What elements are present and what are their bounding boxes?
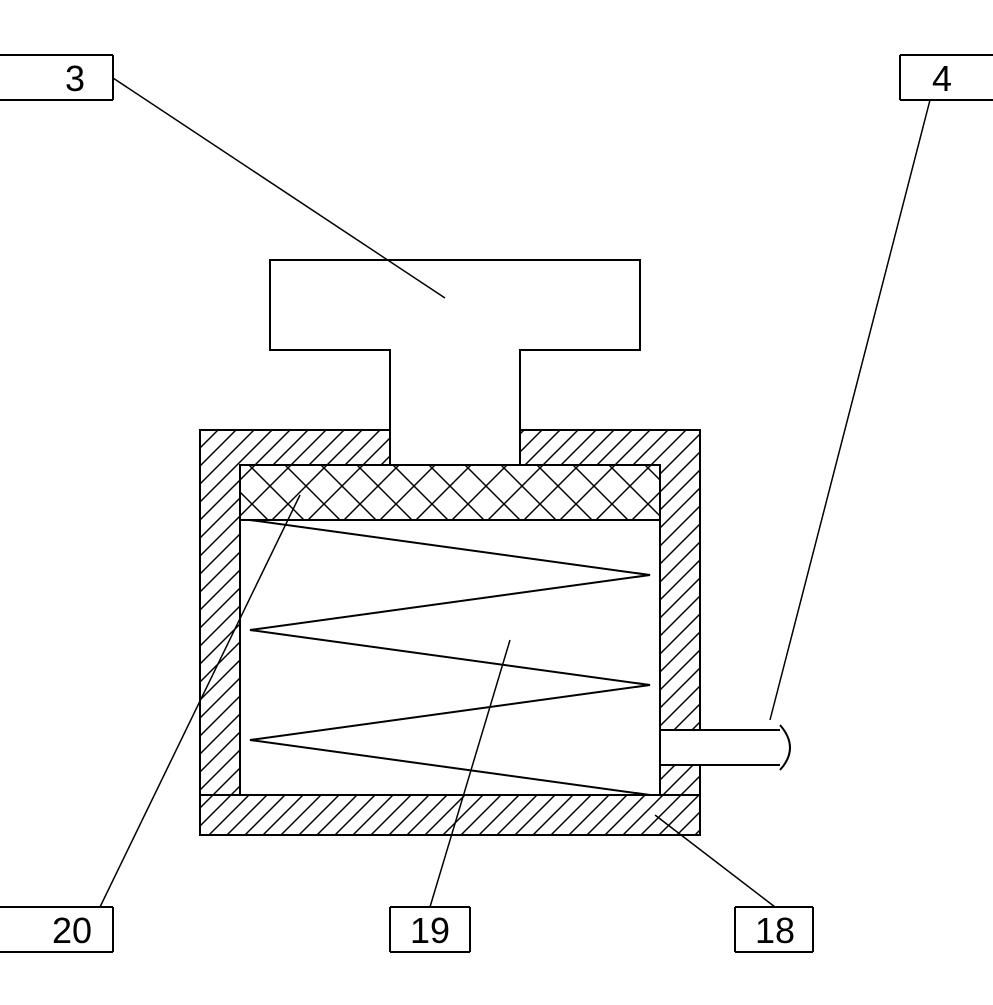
leader-line-18 [655, 815, 775, 907]
leader-line-4 [770, 100, 930, 720]
spring-part-19 [250, 520, 650, 795]
label-19: 19 [410, 910, 450, 952]
label-18: 18 [755, 910, 795, 952]
label-4: 4 [932, 58, 952, 100]
housing-wall-bottom [200, 795, 700, 835]
leader-line-3 [113, 78, 445, 298]
label-3: 3 [65, 58, 85, 100]
outlet-pipe-end [780, 725, 790, 770]
engineering-diagram-svg [0, 0, 993, 1000]
crosshatch-band-part-20 [240, 465, 660, 520]
housing-wall-right-bot [660, 765, 700, 795]
diagram-container: 3 4 20 19 18 [0, 0, 993, 1000]
label-20: 20 [52, 910, 92, 952]
